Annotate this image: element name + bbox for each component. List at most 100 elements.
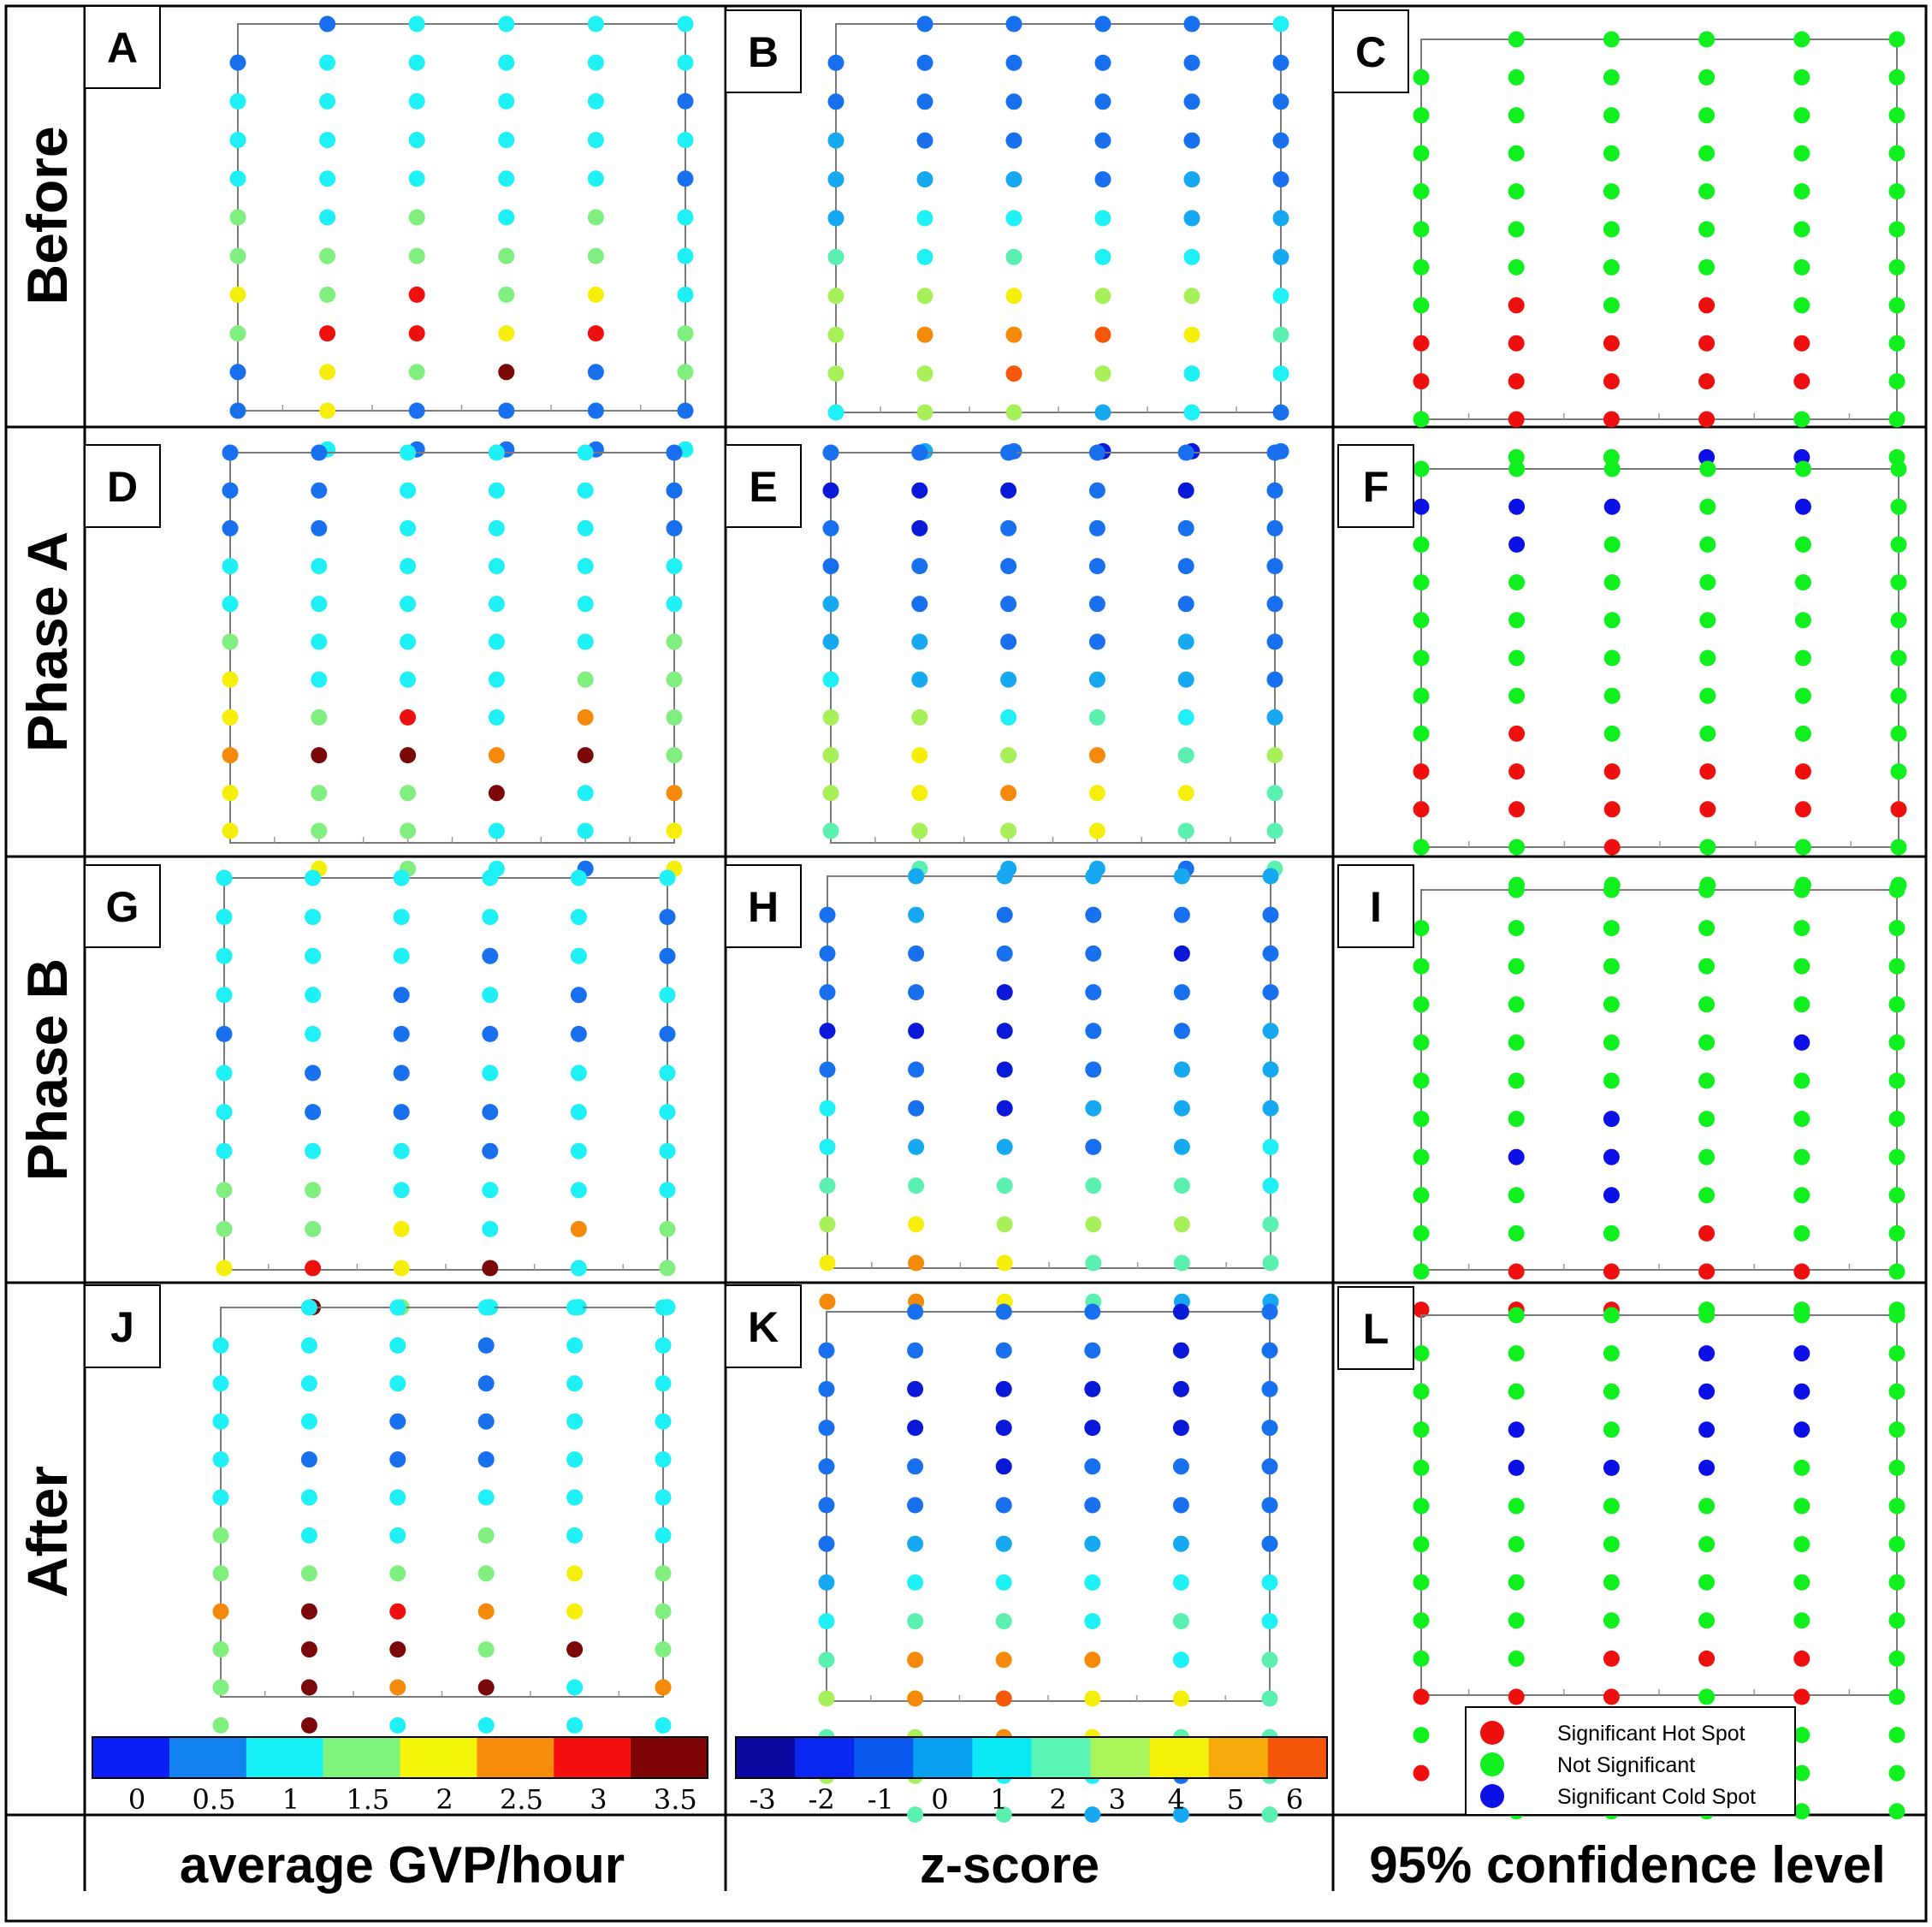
data-point <box>222 785 239 802</box>
data-point <box>319 170 336 187</box>
data-point <box>1888 881 1905 898</box>
data-point <box>1173 1177 1190 1195</box>
data-point <box>300 1603 317 1620</box>
data-point <box>659 987 676 1004</box>
data-point <box>1888 1688 1905 1705</box>
data-point <box>305 1104 322 1121</box>
data-point <box>1005 93 1022 110</box>
data-point <box>488 822 505 839</box>
data-point <box>1094 15 1111 33</box>
data-point <box>311 519 328 537</box>
data-point <box>1698 1536 1716 1553</box>
data-point <box>488 596 505 613</box>
data-point <box>1084 1651 1101 1669</box>
data-point <box>587 286 604 303</box>
data-point <box>1794 536 1811 553</box>
data-point <box>1262 1023 1279 1040</box>
data-point <box>300 1375 317 1392</box>
data-point <box>400 558 417 575</box>
data-point <box>1413 536 1430 553</box>
data-point <box>216 909 233 926</box>
data-point <box>1005 365 1022 382</box>
legend-marker-hot <box>1480 1721 1504 1745</box>
data-point <box>677 402 694 419</box>
data-point <box>1177 747 1194 764</box>
data-point <box>659 1104 676 1121</box>
data-point <box>1603 1688 1620 1705</box>
data-point <box>1508 612 1526 629</box>
data-point <box>1890 801 1907 818</box>
data-point <box>222 558 239 575</box>
data-point <box>1888 958 1905 975</box>
panel-letter-c: C <box>1355 28 1386 76</box>
data-point <box>1172 1613 1189 1630</box>
data-point <box>393 947 410 964</box>
data-point <box>1888 1536 1905 1553</box>
data-point <box>908 1138 925 1155</box>
data-point <box>1261 1342 1278 1359</box>
data-point <box>566 1641 584 1658</box>
data-point <box>587 132 604 149</box>
panel-letter-e: E <box>749 463 777 511</box>
data-point <box>1888 1383 1905 1400</box>
data-point <box>1413 1301 1430 1319</box>
data-point <box>1603 31 1620 48</box>
data-point <box>229 170 246 187</box>
data-point <box>1508 1187 1525 1204</box>
data-point <box>570 1025 587 1042</box>
data-point <box>498 247 515 264</box>
data-point <box>319 15 336 33</box>
data-point <box>1888 68 1905 86</box>
data-point <box>1794 649 1811 667</box>
data-point <box>1888 1612 1905 1629</box>
data-point <box>908 984 925 1001</box>
data-point <box>1793 31 1811 48</box>
data-point <box>1508 649 1526 667</box>
data-point <box>1261 1613 1278 1630</box>
colorbar-z-tick-label: 4 <box>1168 1783 1185 1816</box>
data-point <box>1888 920 1905 937</box>
data-point <box>1413 183 1430 200</box>
data-point <box>1698 996 1716 1013</box>
data-point <box>911 747 928 764</box>
data-point <box>659 947 676 964</box>
data-point <box>995 1651 1012 1669</box>
data-point <box>1508 1421 1525 1438</box>
data-point <box>907 1497 924 1514</box>
data-point <box>1177 709 1194 726</box>
data-point <box>822 785 839 802</box>
data-point <box>393 1064 410 1082</box>
data-point <box>666 709 683 726</box>
data-point <box>659 1142 676 1159</box>
data-point <box>1793 411 1811 428</box>
data-point <box>393 909 410 926</box>
data-point <box>1793 1574 1811 1591</box>
data-point <box>1094 93 1111 110</box>
data-point <box>229 286 246 303</box>
colorbar-z-swatch <box>854 1737 914 1778</box>
data-point <box>827 248 845 265</box>
data-point <box>482 987 499 1004</box>
data-point <box>819 945 836 962</box>
data-point <box>498 364 515 381</box>
data-point <box>1508 1111 1525 1128</box>
data-point <box>482 1142 499 1159</box>
data-point <box>1793 1536 1811 1553</box>
data-point <box>1261 1651 1278 1669</box>
data-point <box>408 325 425 342</box>
data-point <box>1088 519 1105 537</box>
panel-letter-l: L <box>1363 1305 1390 1353</box>
data-point <box>1508 297 1525 314</box>
data-point <box>319 402 336 419</box>
data-point <box>1508 920 1525 937</box>
data-point <box>1173 945 1190 962</box>
data-point <box>1793 1111 1811 1128</box>
colorbar-z-tick-label: -1 <box>868 1783 894 1816</box>
data-point <box>305 1142 322 1159</box>
data-point <box>1261 1303 1278 1320</box>
data-point <box>1888 1650 1905 1667</box>
data-point <box>1085 1138 1102 1155</box>
data-point <box>400 822 417 839</box>
data-point <box>1888 1497 1905 1515</box>
data-point <box>1888 1803 1905 1820</box>
